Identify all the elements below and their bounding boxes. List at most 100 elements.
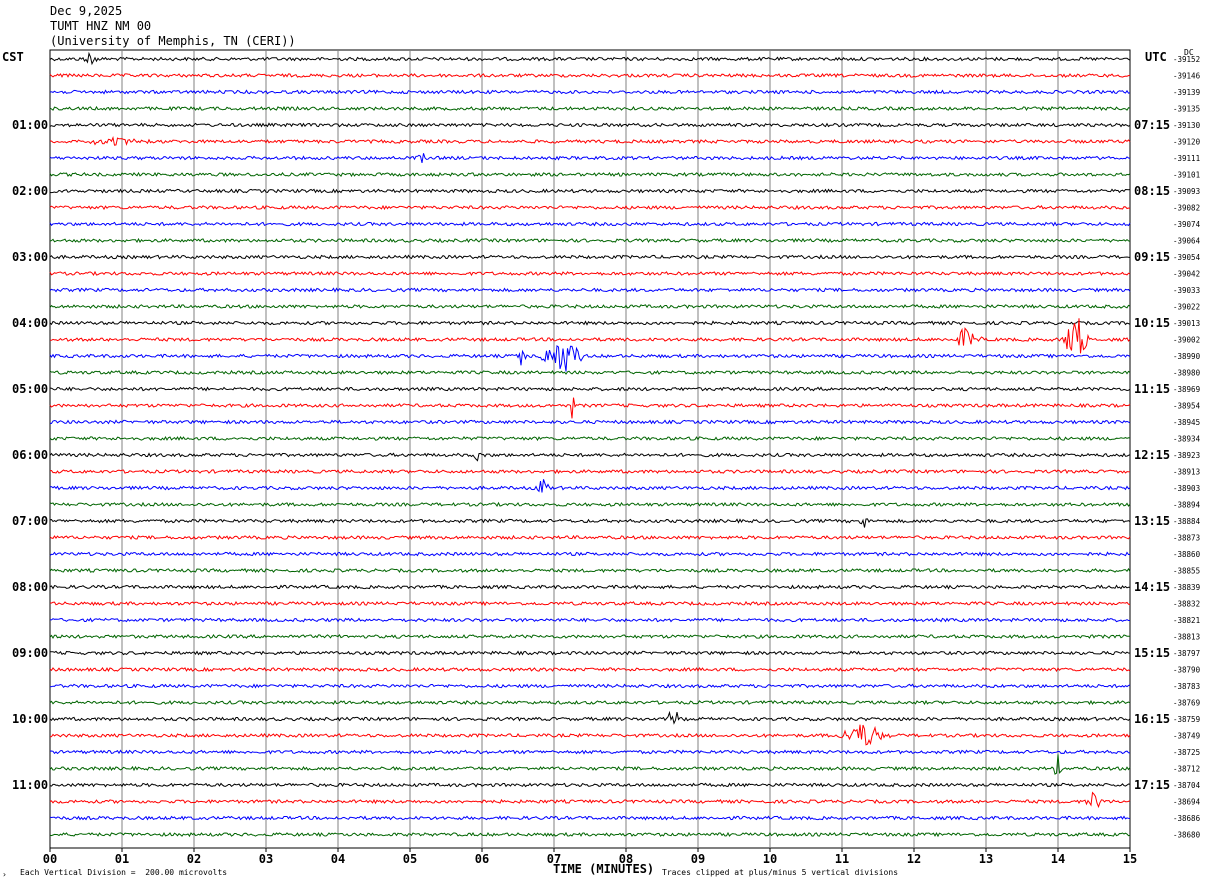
dc-offset-label: -38923 (1173, 451, 1200, 460)
right-hour-label: 14:15 (1134, 580, 1170, 594)
x-tick-label: 13 (979, 852, 993, 866)
dc-offset-label: -39101 (1173, 171, 1200, 180)
seismic-trace (49, 303, 1131, 310)
corner-mark: › (2, 870, 7, 879)
seismic-trace (49, 724, 1131, 746)
x-tick-label: 06 (475, 852, 489, 866)
dc-offset-label: -38954 (1173, 402, 1201, 411)
seismic-trace (49, 435, 1131, 442)
seismic-trace (49, 122, 1131, 128)
seismic-trace (49, 221, 1131, 227)
x-tick-label: 10 (763, 852, 777, 866)
dc-offset-label: -38725 (1173, 748, 1200, 757)
dc-offset-label: -38913 (1173, 468, 1200, 477)
seismic-trace (49, 270, 1131, 277)
station-code: TUMT HNZ NM 00 (50, 19, 152, 33)
right-hour-label: 10:15 (1134, 316, 1170, 330)
left-hour-label: 06:00 (12, 448, 48, 462)
seismic-trace (49, 136, 1131, 146)
dc-offset-label: -39146 (1173, 72, 1201, 81)
left-hour-label: 03:00 (12, 250, 48, 264)
left-hour-label: 07:00 (12, 514, 48, 528)
seismic-trace (49, 188, 1131, 194)
right-hour-label: 08:15 (1134, 184, 1170, 198)
right-hour-label: 11:15 (1134, 382, 1170, 396)
seismic-trace (49, 815, 1131, 821)
dc-offset-label: -39152 (1173, 55, 1200, 64)
seismic-trace (49, 105, 1131, 112)
right-timezone-label: UTC (1145, 50, 1167, 64)
seismic-trace (49, 699, 1131, 706)
dc-offset-label: -38980 (1173, 369, 1201, 378)
dc-offset-label: -39111 (1173, 154, 1200, 163)
seismic-trace (49, 479, 1131, 493)
seismic-trace (49, 791, 1131, 809)
dc-offset-label: -39082 (1173, 204, 1200, 213)
plot-frame (49, 49, 1131, 849)
seismic-trace (49, 344, 1131, 372)
dc-offset-label: -38704 (1173, 781, 1201, 790)
right-hour-label: 07:15 (1134, 118, 1170, 132)
dc-offset-label: -39139 (1173, 88, 1200, 97)
x-tick-label: 12 (907, 852, 921, 866)
left-timezone-label: CST (2, 50, 24, 64)
seismic-trace (49, 749, 1131, 755)
dc-offset-label: -38680 (1173, 831, 1201, 840)
dc-offset-label: -38894 (1173, 501, 1201, 510)
seismic-trace (49, 468, 1131, 475)
seismic-trace (49, 204, 1131, 211)
seismic-trace (49, 320, 1131, 326)
dc-offset-label: -38969 (1173, 385, 1200, 394)
left-hour-label: 11:00 (12, 778, 48, 792)
scale-note: Each Vertical Division = 200.00 microvol… (20, 868, 228, 877)
seismic-trace (49, 287, 1131, 293)
dc-offset-header: DC (1184, 48, 1194, 57)
right-hour-label: 16:15 (1134, 712, 1170, 726)
dc-offset-label: -38839 (1173, 583, 1200, 592)
seismic-trace (49, 369, 1131, 376)
seismic-trace (49, 237, 1131, 244)
x-tick-label: 03 (259, 852, 273, 866)
seismic-trace (49, 683, 1131, 689)
x-axis-label: TIME (MINUTES) (553, 862, 655, 876)
seismic-trace (49, 501, 1131, 508)
dc-offset-label: -38884 (1173, 517, 1201, 526)
dc-offset-label: -38945 (1173, 418, 1200, 427)
dc-offset-label: -39064 (1173, 237, 1201, 246)
dc-offset-label: -39054 (1173, 253, 1201, 262)
dc-offset-label: -39093 (1173, 187, 1200, 196)
dc-offset-label: -39042 (1173, 270, 1200, 279)
seismic-trace (49, 666, 1131, 673)
seismic-trace (49, 171, 1131, 178)
x-tick-label: 14 (1051, 852, 1065, 866)
seismic-trace (49, 754, 1131, 775)
seismic-trace (49, 534, 1131, 541)
seismic-trace (49, 419, 1131, 425)
seismic-trace (49, 551, 1130, 557)
dc-offset-label: -38813 (1173, 633, 1200, 642)
right-hour-label: 13:15 (1134, 514, 1170, 528)
dc-offset-label: -38821 (1173, 616, 1200, 625)
left-hour-label: 08:00 (12, 580, 48, 594)
dc-offset-label: -39074 (1173, 220, 1201, 229)
right-hour-label: 17:15 (1134, 778, 1170, 792)
dc-offset-label: -38769 (1173, 699, 1200, 708)
x-tick-label: 01 (115, 852, 129, 866)
seismic-trace (49, 710, 1131, 725)
dc-offset-label: -39022 (1173, 303, 1200, 312)
dc-offset-label: -38759 (1173, 715, 1200, 724)
dc-offset-label: -39120 (1173, 138, 1201, 147)
dc-offset-label: -38694 (1173, 798, 1201, 807)
seismic-trace (49, 518, 1131, 528)
seismic-trace (49, 89, 1131, 95)
x-tick-label: 08 (619, 852, 633, 866)
dc-offset-label: -38832 (1173, 600, 1200, 609)
dc-offset-label: -38749 (1173, 732, 1200, 741)
right-hour-label: 12:15 (1134, 448, 1170, 462)
seismic-trace (49, 831, 1131, 838)
dc-offset-label: -39013 (1173, 319, 1200, 328)
seismic-trace (50, 650, 1131, 656)
seismic-trace (49, 633, 1131, 639)
dc-offset-label: -39033 (1173, 286, 1200, 295)
dc-offset-label: -39135 (1173, 105, 1200, 114)
